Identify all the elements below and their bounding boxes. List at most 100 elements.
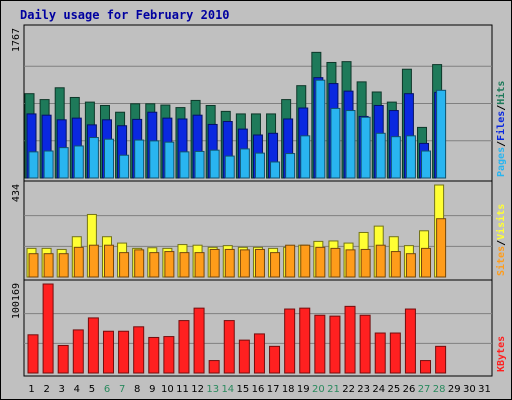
bar-pages — [405, 135, 416, 179]
bar-pages — [103, 138, 114, 179]
x-tick-label: 1 — [28, 384, 34, 395]
x-tick-label: 25 — [388, 384, 401, 395]
bar-sites — [73, 246, 84, 278]
bar-sites — [224, 248, 235, 278]
x-tick-label: 9 — [149, 384, 155, 395]
right-series-label: Pages/Files/Hits — [495, 81, 507, 177]
bar-pages — [134, 139, 145, 179]
series-label-kbytes: KBytes — [496, 336, 507, 372]
x-tick-label: 11 — [176, 384, 189, 395]
bar-sites — [254, 248, 265, 278]
bar-kbytes — [404, 308, 416, 374]
bar-kbytes — [374, 332, 386, 374]
x-tick-label: 14 — [221, 384, 234, 395]
bar-pages — [58, 147, 69, 179]
bar-sites — [315, 246, 326, 278]
series-label-hits: Hits — [495, 81, 507, 105]
series-label-visits: Visits — [495, 204, 507, 240]
bar-sites — [300, 244, 311, 278]
bar-kbytes — [87, 317, 99, 374]
x-tick-label: 7 — [119, 384, 125, 395]
bar-pages — [360, 116, 371, 179]
bar-kbytes — [344, 305, 356, 374]
x-tick-label: 29 — [448, 384, 461, 395]
bar-kbytes — [193, 307, 205, 374]
bar-pages — [149, 140, 160, 179]
bar-sites — [28, 253, 39, 278]
series-sites — [28, 218, 447, 278]
bar-sites — [164, 251, 175, 278]
series-label-sites: Sites — [495, 246, 507, 276]
bar-sites — [239, 249, 250, 278]
bar-kbytes — [208, 360, 220, 374]
bar-kbytes — [420, 360, 432, 374]
bar-pages — [390, 136, 401, 179]
bar-sites — [58, 253, 69, 278]
x-tick-label: 31 — [478, 384, 491, 395]
x-tick-label: 6 — [104, 384, 110, 395]
bar-sites — [134, 249, 145, 278]
bar-sites — [390, 251, 401, 278]
right-series-label: Sites/Visits — [495, 204, 507, 276]
series-label-files: Files — [495, 111, 507, 141]
bar-kbytes — [389, 332, 401, 374]
x-tick-label: 26 — [403, 384, 416, 395]
x-tick-label: 20 — [312, 384, 325, 395]
x-tick-label: 2 — [43, 384, 49, 395]
bar-kbytes — [118, 330, 130, 374]
bar-pages — [194, 150, 205, 179]
bar-pages — [209, 149, 220, 179]
chart-title: Daily usage for February 2010 — [20, 8, 230, 22]
y-max-label: 100169 — [11, 283, 22, 319]
bar-pages — [330, 107, 341, 179]
bar-kbytes — [72, 329, 84, 374]
series-label-pages: Pages — [496, 147, 507, 177]
bar-kbytes — [163, 336, 175, 374]
bar-sites — [149, 252, 160, 278]
bar-pages — [43, 150, 54, 179]
bar-kbytes — [359, 314, 371, 374]
bar-kbytes — [27, 334, 39, 374]
bar-kbytes — [269, 345, 281, 374]
bar-sites — [88, 244, 99, 278]
label-separator: / — [496, 141, 507, 147]
x-tick-label: 21 — [327, 384, 340, 395]
bar-kbytes — [238, 339, 250, 374]
bar-pages — [315, 79, 326, 179]
bar-sites — [209, 248, 220, 278]
bar-pages — [270, 161, 281, 179]
x-tick-label: 16 — [252, 384, 265, 395]
bar-sites — [179, 252, 190, 278]
x-tick-label: 13 — [206, 384, 219, 395]
label-separator: / — [496, 105, 507, 111]
bar-sites — [405, 253, 416, 278]
x-tick-label: 15 — [237, 384, 250, 395]
bar-kbytes — [253, 333, 265, 374]
x-tick-label: 5 — [89, 384, 95, 395]
bar-sites — [103, 244, 114, 278]
bar-pages — [436, 89, 447, 179]
y-max-label: 434 — [11, 184, 22, 202]
bar-sites — [270, 252, 281, 278]
bar-pages — [375, 132, 386, 179]
bar-kbytes — [314, 314, 326, 374]
bar-sites — [285, 244, 296, 278]
bar-kbytes — [329, 315, 341, 374]
bar-pages — [88, 137, 99, 179]
bar-kbytes — [178, 320, 190, 374]
y-max-label: 1767 — [11, 28, 22, 52]
bar-kbytes — [42, 283, 54, 374]
x-tick-label: 3 — [59, 384, 65, 395]
x-tick-label: 28 — [433, 384, 446, 395]
bar-pages — [179, 151, 190, 179]
x-tick-label: 24 — [372, 384, 385, 395]
x-tick-label: 12 — [191, 384, 204, 395]
bar-sites — [375, 244, 386, 278]
bar-pages — [164, 141, 175, 179]
x-tick-label: 18 — [282, 384, 295, 395]
bar-pages — [421, 150, 432, 179]
bar-sites — [360, 248, 371, 278]
x-tick-label: 4 — [74, 384, 80, 395]
